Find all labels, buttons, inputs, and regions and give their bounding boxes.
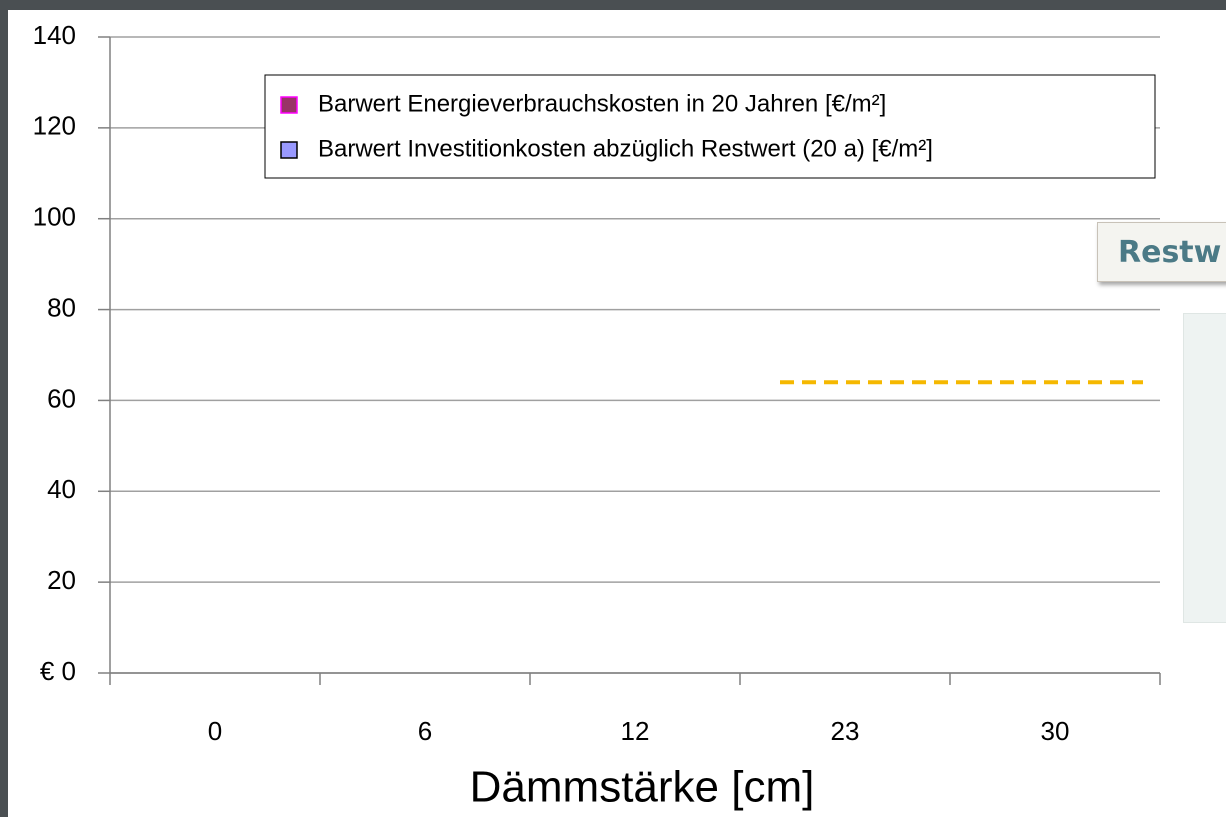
legend-swatch	[281, 97, 297, 113]
y-tick-label: 140	[33, 20, 76, 50]
y-tick-label: 100	[33, 202, 76, 232]
page: {"chart_data": {"type": "bar", "x_label"…	[0, 0, 1226, 817]
x-tick-label: 12	[621, 716, 650, 746]
legend-label: Barwert Energieverbrauchskosten in 20 Ja…	[318, 90, 886, 117]
y-tick-label: 20	[47, 565, 76, 595]
x-tick-label: 0	[208, 716, 222, 746]
y-tick-label: 120	[33, 111, 76, 141]
chart: Dämmstärke [cm] € 0 20 40 60 80 100 120 140 0 6 12…	[0, 0, 1226, 817]
legend-label: Barwert Investitionkosten abzüglich Rest…	[318, 135, 933, 162]
y-tick-label: € 0	[40, 656, 76, 686]
y-tick-label: 60	[47, 383, 76, 413]
legend-swatch	[281, 142, 297, 158]
y-tick-label: 80	[47, 292, 76, 322]
x-axis-title: Dämmstärke [cm]	[470, 763, 815, 812]
y-tick-label: 40	[47, 474, 76, 504]
side-panel	[1183, 313, 1226, 623]
x-tick-label: 23	[831, 716, 860, 746]
x-tick-label: 30	[1041, 716, 1070, 746]
annotation-box: Restw	[1097, 222, 1226, 282]
x-tick-label: 6	[418, 716, 432, 746]
annotation-text: Restw	[1118, 235, 1221, 270]
